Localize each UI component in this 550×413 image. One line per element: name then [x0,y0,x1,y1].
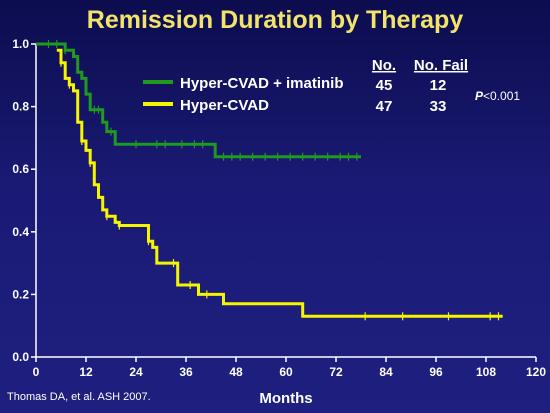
chart-title: Remission Duration by Therapy [87,6,464,34]
x-tick-label: 60 [279,365,293,379]
table-cell-n-hypercvad: 47 [376,98,393,115]
legend: Hyper-CVAD + imatinib Hyper-CVAD [143,75,344,114]
citation: Thomas DA, et al. ASH 2007. [7,391,151,403]
x-tick-label: 120 [526,365,546,379]
x-tick-label: 108 [476,365,496,379]
x-tick-label: 84 [379,365,393,379]
x-tick-label: 72 [329,365,343,379]
p-value-text: <0.001 [483,89,520,103]
counts-table: No. No. Fail 45 12 47 33 [372,57,468,115]
x-tick-label: 0 [33,365,40,379]
p-value: P<0.001 [475,89,520,103]
x-tick-label: 96 [429,365,443,379]
legend-label-hypercvad: Hyper-CVAD [180,97,269,114]
x-tick-label: 36 [179,365,193,379]
p-value-symbol: P [475,89,484,103]
y-tick-label: 0.0 [12,350,29,364]
x-ticks: 0 12 24 36 48 60 72 84 96 108 120 [33,357,546,379]
y-tick-label: 0.8 [12,100,29,114]
x-tick-label: 24 [129,365,143,379]
curve-hypercvad [56,48,503,318]
table-cell-n-imatinib: 45 [376,77,393,94]
y-ticks: 0.0 0.2 0.4 0.6 0.8 1.0 [12,37,36,364]
table-cell-fail-imatinib: 12 [430,77,447,94]
x-axis-title: Months [259,390,312,407]
x-tick-label: 12 [79,365,93,379]
y-tick-label: 0.4 [12,225,29,239]
survival-curves [36,40,503,321]
y-tick-label: 0.2 [12,287,29,301]
legend-label-imatinib: Hyper-CVAD + imatinib [180,75,344,92]
y-tick-label: 1.0 [12,37,29,51]
table-header-nofail: No. Fail [414,57,468,74]
y-tick-label: 0.6 [12,162,29,176]
curve-imatinib [36,42,361,159]
x-tick-label: 48 [229,365,243,379]
table-cell-fail-hypercvad: 33 [430,98,447,115]
table-header-no: No. [372,57,396,74]
